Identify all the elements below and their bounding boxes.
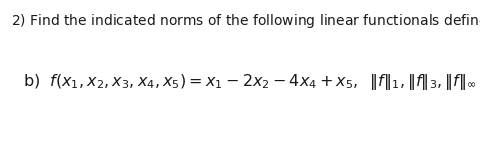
Text: b)  $f(x_1, x_2, x_3, x_4, x_5) = x_1 - 2x_2 - 4x_4 + x_5,$$\;\; \|f\|_1, \|f\|_: b) $f(x_1, x_2, x_3, x_4, x_5) = x_1 - 2… — [23, 72, 480, 92]
Text: 2) Find the indicated norms of the following linear functionals defined on $\mat: 2) Find the indicated norms of the follo… — [11, 11, 480, 32]
